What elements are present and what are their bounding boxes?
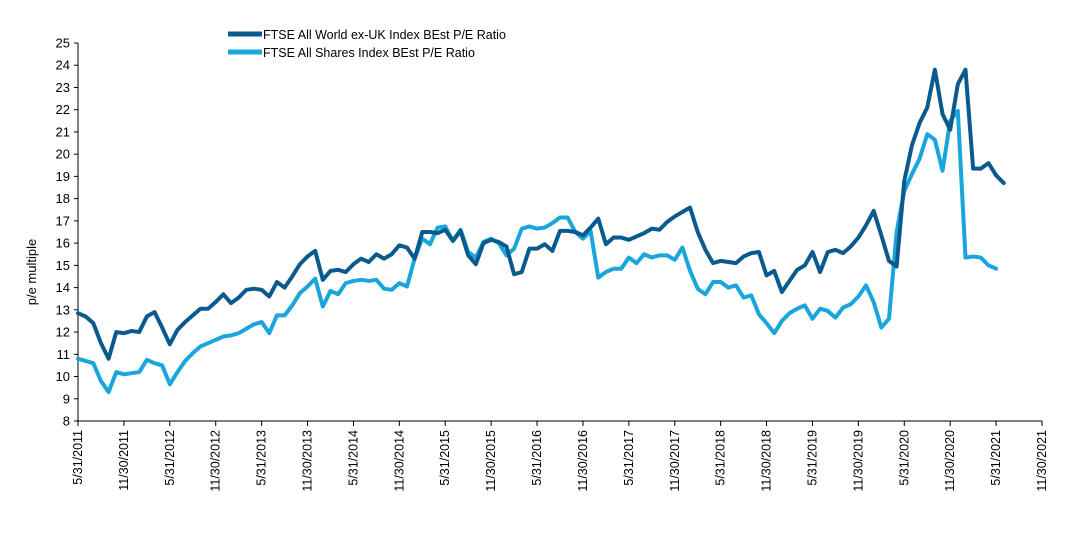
x-tick-label: 5/31/2019 bbox=[805, 430, 819, 486]
legend: FTSE All World ex-UK Index BEst P/E Rati… bbox=[228, 28, 506, 60]
y-tick-label: 12 bbox=[56, 325, 70, 340]
series-layer bbox=[76, 67, 1006, 395]
y-tick-label: 16 bbox=[56, 236, 70, 251]
x-tick-label: 11/30/2012 bbox=[209, 430, 223, 492]
legend-label: FTSE All Shares Index BEst P/E Ratio bbox=[263, 46, 475, 60]
y-tick-label: 14 bbox=[56, 280, 70, 295]
x-tick-label: 5/31/2015 bbox=[438, 430, 452, 486]
y-axis: 8 9 10 11 12 13 14 15 16 17 18 19 20 21 22 23 24 25 bbox=[56, 36, 79, 429]
x-tick-label: 11/30/2011 bbox=[117, 430, 131, 491]
y-tick-label: 19 bbox=[56, 169, 70, 184]
x-tick-label: 5/31/2020 bbox=[897, 430, 911, 486]
x-tick-label: 5/31/2011 bbox=[71, 430, 85, 485]
x-tick-label: 5/31/2013 bbox=[255, 430, 269, 486]
x-tick-label: 5/31/2016 bbox=[530, 430, 544, 486]
x-tick-label: 11/30/2021 bbox=[1035, 430, 1049, 492]
y-tick-label: 17 bbox=[56, 213, 70, 228]
y-tick-label: 23 bbox=[56, 80, 70, 95]
y-axis-label: p/e multiple bbox=[24, 239, 39, 305]
x-tick-label: 11/30/2019 bbox=[851, 430, 865, 492]
x-tick-label: 11/30/2014 bbox=[392, 430, 406, 492]
legend-entry: FTSE All Shares Index BEst P/E Ratio bbox=[228, 46, 475, 60]
x-tick-label: 5/31/2017 bbox=[622, 430, 636, 486]
series-line-2 bbox=[76, 108, 999, 395]
x-tick-label: 11/30/2015 bbox=[484, 430, 498, 492]
y-tick-label: 22 bbox=[56, 102, 70, 117]
x-tick-label: 11/30/2013 bbox=[301, 430, 315, 492]
y-tick-label: 9 bbox=[63, 391, 70, 406]
x-tick-label: 11/30/2018 bbox=[760, 430, 774, 492]
x-tick-label: 5/31/2014 bbox=[346, 430, 360, 486]
series-line-1 bbox=[76, 67, 1006, 361]
x-tick-label: 11/30/2017 bbox=[668, 430, 682, 492]
legend-label: FTSE All World ex-UK Index BEst P/E Rati… bbox=[263, 28, 506, 42]
x-tick-label: 11/30/2016 bbox=[576, 430, 590, 492]
y-tick-label: 24 bbox=[56, 58, 70, 73]
y-tick-label: 25 bbox=[56, 36, 70, 51]
x-tick-label: 5/31/2021 bbox=[989, 430, 1003, 486]
y-tick-label: 21 bbox=[56, 124, 70, 139]
y-tick-label: 11 bbox=[57, 347, 71, 362]
y-tick-label: 8 bbox=[63, 414, 70, 429]
x-tick-label: 5/31/2018 bbox=[714, 430, 728, 486]
x-axis: 5/31/2011 11/30/2011 5/31/2012 11/30/2012 5/… bbox=[71, 420, 1049, 492]
y-tick-label: 20 bbox=[56, 147, 70, 162]
y-tick-label: 10 bbox=[56, 369, 70, 384]
x-tick-label: 5/31/2012 bbox=[163, 430, 177, 486]
legend-entry: FTSE All World ex-UK Index BEst P/E Rati… bbox=[228, 28, 506, 42]
y-tick-label: 18 bbox=[56, 191, 70, 206]
y-tick-label: 13 bbox=[56, 302, 70, 317]
y-tick-label: 15 bbox=[56, 258, 70, 273]
x-tick-label: 11/30/2020 bbox=[943, 430, 957, 492]
